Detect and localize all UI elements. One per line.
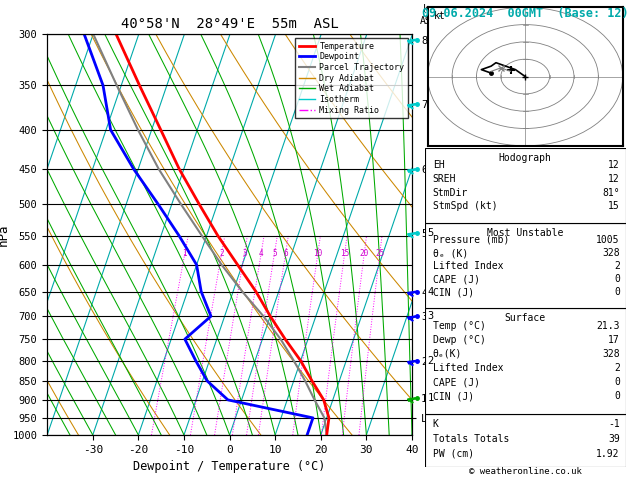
Text: Lifted Index: Lifted Index bbox=[433, 261, 503, 271]
Text: 21.3: 21.3 bbox=[596, 321, 620, 330]
Text: 15: 15 bbox=[608, 201, 620, 211]
Text: θₑ (K): θₑ (K) bbox=[433, 248, 468, 258]
Text: Most Unstable: Most Unstable bbox=[487, 228, 564, 238]
Bar bbox=[425, 308, 626, 414]
Text: 25: 25 bbox=[375, 249, 384, 258]
Text: PW (cm): PW (cm) bbox=[433, 449, 474, 459]
Text: 39: 39 bbox=[608, 434, 620, 444]
Text: 10: 10 bbox=[313, 249, 323, 258]
Text: 0: 0 bbox=[614, 287, 620, 297]
Text: Temp (°C): Temp (°C) bbox=[433, 321, 486, 330]
Text: kt: kt bbox=[433, 12, 445, 21]
Title: 40°58'N  28°49'E  55m  ASL: 40°58'N 28°49'E 55m ASL bbox=[121, 17, 338, 32]
Text: θₑ(K): θₑ(K) bbox=[433, 349, 462, 359]
Y-axis label: hPa: hPa bbox=[0, 223, 9, 246]
Bar bbox=[425, 223, 626, 308]
Text: Dewp (°C): Dewp (°C) bbox=[433, 335, 486, 345]
Text: 12: 12 bbox=[608, 174, 620, 184]
Text: 2: 2 bbox=[220, 249, 224, 258]
Text: © weatheronline.co.uk: © weatheronline.co.uk bbox=[469, 467, 582, 476]
Text: CAPE (J): CAPE (J) bbox=[433, 377, 480, 387]
Legend: Temperature, Dewpoint, Parcel Trajectory, Dry Adiabat, Wet Adiabat, Isotherm, Mi: Temperature, Dewpoint, Parcel Trajectory… bbox=[296, 38, 408, 118]
Text: 6: 6 bbox=[283, 249, 288, 258]
Text: StmSpd (kt): StmSpd (kt) bbox=[433, 201, 498, 211]
Text: 2: 2 bbox=[428, 356, 434, 365]
Text: 20: 20 bbox=[360, 249, 369, 258]
Text: K: K bbox=[433, 419, 438, 429]
Text: Totals Totals: Totals Totals bbox=[433, 434, 509, 444]
Bar bbox=[425, 414, 626, 467]
Text: 4: 4 bbox=[259, 249, 264, 258]
Text: 328: 328 bbox=[602, 349, 620, 359]
Text: -1: -1 bbox=[608, 419, 620, 429]
Text: StmDir: StmDir bbox=[433, 188, 468, 198]
Text: 0: 0 bbox=[614, 391, 620, 401]
Bar bbox=[425, 148, 626, 223]
Text: 328: 328 bbox=[602, 248, 620, 258]
Text: 5: 5 bbox=[272, 249, 277, 258]
Text: 0: 0 bbox=[614, 377, 620, 387]
Text: 4: 4 bbox=[428, 287, 434, 296]
Text: km
ASL: km ASL bbox=[420, 4, 437, 26]
Text: 0: 0 bbox=[614, 274, 620, 284]
Text: CAPE (J): CAPE (J) bbox=[433, 274, 480, 284]
Text: 1005: 1005 bbox=[596, 235, 620, 245]
Text: 5: 5 bbox=[428, 228, 434, 238]
Text: CIN (J): CIN (J) bbox=[433, 391, 474, 401]
Text: 2: 2 bbox=[614, 363, 620, 373]
Text: 1: 1 bbox=[182, 249, 187, 258]
Text: 17: 17 bbox=[608, 335, 620, 345]
Text: 3: 3 bbox=[242, 249, 247, 258]
Text: 1.92: 1.92 bbox=[596, 449, 620, 459]
Text: 3: 3 bbox=[428, 311, 434, 321]
Text: 15: 15 bbox=[340, 249, 349, 258]
Text: Lifted Index: Lifted Index bbox=[433, 363, 503, 373]
Text: Surface: Surface bbox=[504, 313, 546, 323]
Text: 09.06.2024  00GMT  (Base: 12): 09.06.2024 00GMT (Base: 12) bbox=[422, 7, 628, 20]
Text: EH: EH bbox=[433, 160, 444, 171]
X-axis label: Dewpoint / Temperature (°C): Dewpoint / Temperature (°C) bbox=[133, 460, 326, 473]
Text: 81°: 81° bbox=[602, 188, 620, 198]
Text: SREH: SREH bbox=[433, 174, 456, 184]
Text: Hodograph: Hodograph bbox=[499, 153, 552, 163]
Text: CIN (J): CIN (J) bbox=[433, 287, 474, 297]
Text: 1: 1 bbox=[428, 393, 434, 403]
Text: 12: 12 bbox=[608, 160, 620, 171]
Text: 2: 2 bbox=[614, 261, 620, 271]
Text: Pressure (mb): Pressure (mb) bbox=[433, 235, 509, 245]
